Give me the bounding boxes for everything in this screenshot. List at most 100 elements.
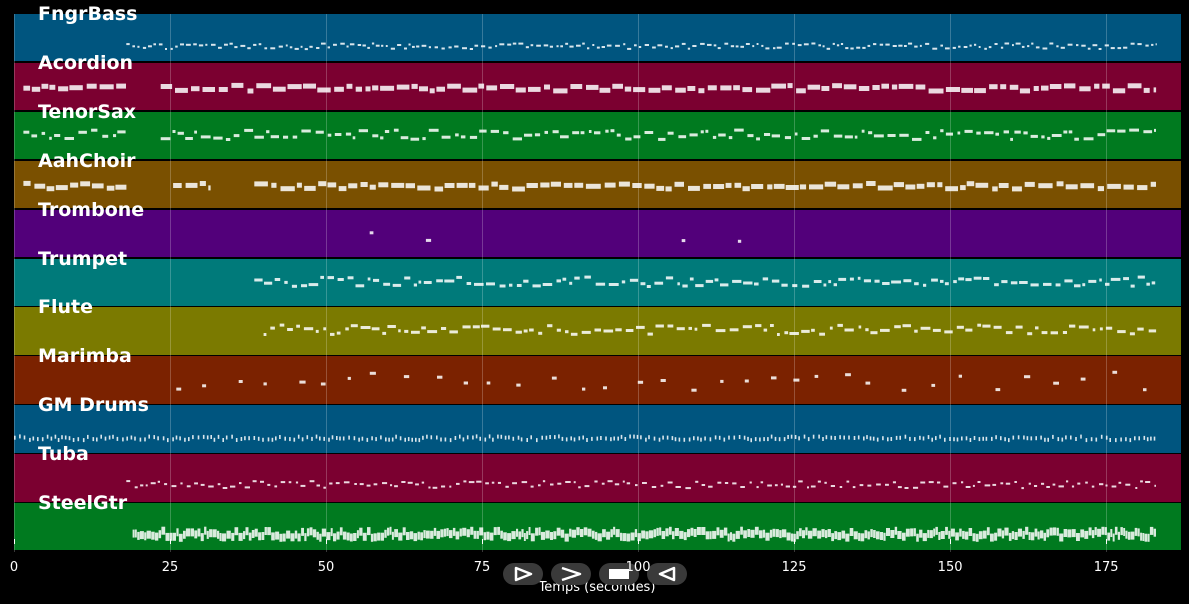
note [793, 378, 800, 382]
note [982, 530, 987, 539]
note [436, 278, 443, 282]
note [180, 482, 183, 485]
note [411, 331, 420, 335]
note [391, 437, 394, 442]
note [411, 438, 413, 443]
note [616, 133, 621, 137]
note [781, 283, 788, 287]
note [667, 131, 674, 135]
note [1129, 438, 1132, 443]
note [687, 85, 696, 91]
note [134, 486, 138, 489]
note [515, 331, 522, 335]
note [718, 133, 726, 137]
note [290, 533, 295, 542]
note [894, 325, 901, 329]
note [1112, 533, 1115, 542]
note [944, 330, 953, 334]
note [689, 277, 694, 281]
note [202, 86, 215, 92]
note [530, 44, 534, 47]
note [903, 278, 912, 282]
note [582, 387, 586, 391]
note [208, 185, 211, 191]
note [1105, 327, 1113, 331]
note [1017, 435, 1020, 440]
note [206, 435, 209, 440]
note [561, 437, 564, 442]
note [554, 435, 556, 440]
track-name: TenorSax [38, 100, 137, 123]
note [375, 44, 380, 47]
note [486, 381, 491, 385]
note [873, 530, 876, 539]
note [1064, 278, 1073, 282]
play-button[interactable] [503, 563, 543, 585]
note [86, 83, 97, 89]
note [367, 46, 370, 49]
note [707, 85, 717, 91]
note [520, 437, 523, 442]
note [360, 181, 368, 187]
note [426, 434, 428, 439]
note [173, 182, 182, 188]
note [200, 484, 205, 487]
note [863, 436, 865, 441]
forward-button[interactable] [551, 563, 591, 585]
note [113, 133, 117, 137]
note [740, 526, 743, 535]
note [316, 531, 319, 540]
track-name: GM Drums [38, 394, 149, 417]
note [701, 484, 706, 487]
note [279, 533, 283, 542]
note [455, 531, 460, 540]
note [576, 527, 580, 536]
note [1077, 482, 1081, 485]
note [440, 437, 442, 442]
note [1137, 528, 1140, 537]
note [798, 480, 803, 483]
note [254, 278, 263, 282]
note [834, 531, 838, 540]
note [899, 133, 909, 137]
note [353, 436, 356, 441]
note [145, 484, 148, 487]
note [64, 435, 67, 440]
track-notes [132, 526, 1156, 542]
note [528, 86, 541, 92]
note [771, 134, 780, 138]
note [1105, 282, 1110, 286]
note [552, 130, 559, 134]
note [984, 47, 987, 50]
x-tick [794, 539, 796, 544]
note [423, 530, 426, 539]
note [279, 324, 285, 328]
note [1097, 185, 1104, 191]
note [674, 437, 677, 442]
note [515, 87, 526, 93]
note [306, 528, 310, 537]
rewind-button[interactable] [647, 563, 687, 585]
note [1049, 42, 1054, 45]
note [914, 437, 916, 442]
note [796, 531, 799, 540]
stop-button[interactable] [599, 563, 639, 585]
note [1091, 530, 1095, 539]
note [222, 487, 228, 490]
note [248, 436, 250, 441]
note [413, 283, 417, 287]
note [476, 480, 482, 483]
note [839, 435, 841, 440]
note [891, 84, 898, 90]
note [1041, 482, 1045, 485]
track-notes [23, 82, 1157, 94]
note [792, 485, 797, 488]
note [1092, 328, 1096, 332]
note [271, 438, 274, 443]
note [995, 132, 999, 136]
note [392, 283, 402, 287]
note [627, 47, 632, 50]
note [670, 47, 673, 50]
note [1146, 437, 1149, 442]
note [925, 42, 930, 45]
